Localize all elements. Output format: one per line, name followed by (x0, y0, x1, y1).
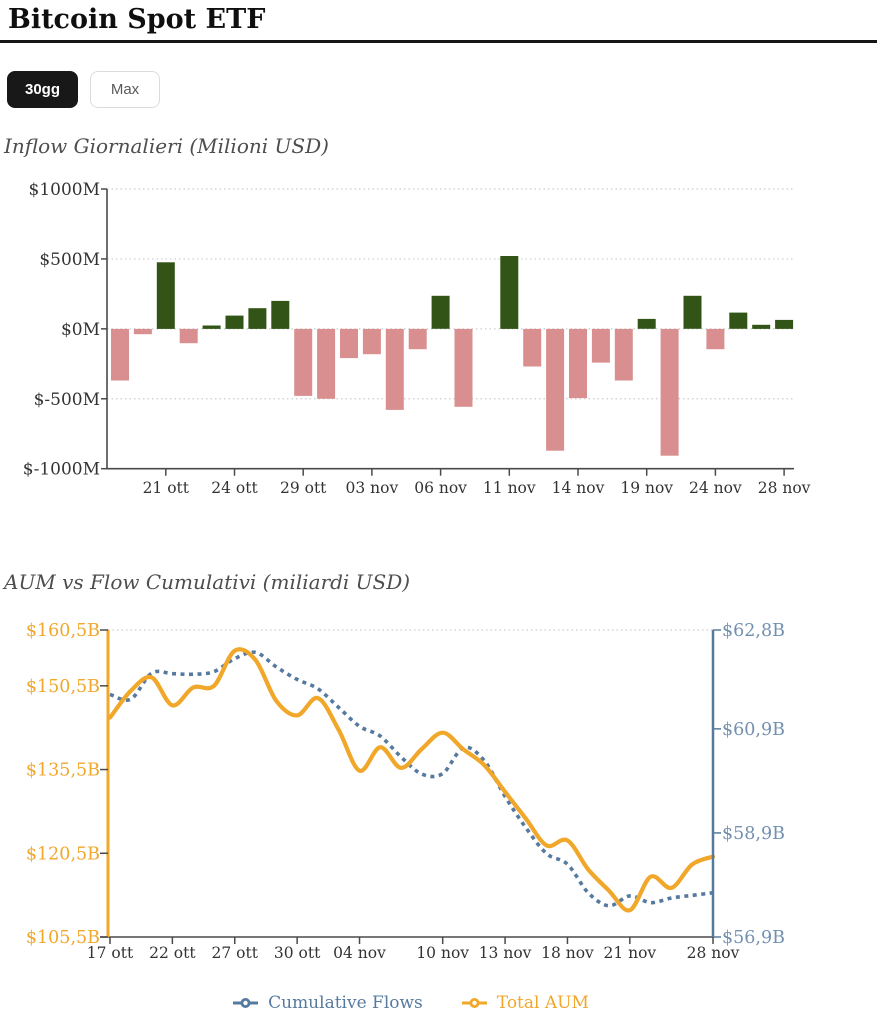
aum-flow-chart-title: AUM vs Flow Cumulativi (miliardi USD) (4, 570, 411, 594)
inflow-bar (408, 328, 427, 350)
inflow-bar (454, 328, 473, 407)
inflow-bar (248, 308, 267, 329)
inflow-bar (752, 324, 771, 329)
left-tick-label: $120,5B (26, 844, 100, 864)
inflow-bar (546, 328, 565, 451)
inflow-bar (294, 328, 313, 396)
right-tick-label: $62,8B (722, 621, 785, 641)
title-divider (0, 40, 877, 43)
inflow-bar (660, 328, 679, 456)
x-tick-label: 24 ott (211, 479, 258, 497)
inflow-bar (133, 328, 152, 335)
inflow-bar (156, 262, 175, 329)
inflow-bar (523, 328, 542, 367)
x-tick-label: 10 nov (416, 944, 469, 962)
x-tick-label: 17 ott (87, 944, 134, 962)
x-tick-label: 30 ott (274, 944, 321, 962)
right-tick-label: $60,9B (722, 720, 785, 740)
y-tick-label: $0M (61, 320, 100, 340)
inflow-bar (591, 328, 610, 363)
cumulative-flows-line (109, 650, 714, 908)
x-tick-label: 28 nov (758, 479, 811, 497)
inflow-bar (271, 300, 290, 329)
x-tick-label: 14 nov (552, 479, 605, 497)
inflow-bar (385, 328, 404, 410)
x-tick-label: 13 nov (479, 944, 532, 962)
x-tick-label: 21 ott (143, 479, 190, 497)
right-tick-label: $56,9B (722, 928, 785, 948)
inflow-bar (637, 318, 656, 329)
legend-label-total-aum: Total AUM (496, 993, 589, 1013)
page-title: Bitcoin Spot ETF (8, 4, 266, 35)
total-aum-marker-icon (461, 998, 487, 1008)
x-tick-label: 11 nov (483, 479, 536, 497)
inflow-bar (706, 328, 725, 350)
legend-label-cumulative-flows: Cumulative Flows (268, 993, 423, 1013)
inflow-bar (683, 295, 702, 329)
left-tick-label: $160,5B (26, 621, 100, 641)
left-tick-label: $135,5B (26, 761, 100, 781)
right-tick-label: $58,9B (722, 824, 785, 844)
inflow-bar (111, 328, 129, 381)
left-tick-label: $150,5B (26, 677, 100, 697)
x-tick-label: 04 nov (333, 944, 386, 962)
left-tick-label: $105,5B (26, 928, 100, 948)
inflow-bars (111, 256, 794, 456)
x-tick-label: 06 nov (414, 479, 467, 497)
x-tick-label: 18 nov (541, 944, 594, 962)
inflow-bar (569, 328, 587, 399)
y-tick-label: $-500M (34, 390, 100, 410)
x-tick-label: 24 nov (689, 479, 742, 497)
chart-legend: Cumulative Flows Total AUM (108, 993, 713, 1013)
x-tick-label: 29 ott (280, 479, 327, 497)
inflow-bar (202, 325, 221, 329)
inflow-bar (179, 328, 198, 344)
y-tick-label: $500M (39, 250, 100, 270)
legend-item-total-aum: Total AUM (461, 993, 589, 1013)
range-button-max[interactable]: Max (90, 71, 160, 108)
inflow-bar (225, 315, 244, 329)
x-tick-label: 28 nov (687, 944, 740, 962)
daily-inflow-chart-title: Inflow Giornalieri (Milioni USD) (4, 134, 329, 158)
x-tick-label: 19 nov (620, 479, 673, 497)
range-button-30gg[interactable]: 30gg (7, 71, 78, 108)
inflow-bar (362, 328, 381, 355)
total-aum-line (107, 647, 716, 913)
aum-flow-chart: $160,5B $150,5B $135,5B $120,5B $105,5B $62,8… (26, 621, 785, 962)
x-tick-label: 03 nov (346, 479, 399, 497)
inflow-bar (614, 328, 633, 381)
inflow-bar (500, 256, 519, 329)
daily-inflow-chart: $1000M $500M $0M $-500M $-1000M 21 ott 24 ott 2… (23, 180, 811, 497)
x-tick-label: 21 nov (603, 944, 656, 962)
y-tick-label: $1000M (29, 180, 101, 200)
cumulative-flows-marker-icon (233, 998, 259, 1008)
x-tick-label: 27 ott (212, 944, 259, 962)
inflow-bar (729, 312, 748, 329)
legend-item-cumulative-flows: Cumulative Flows (232, 993, 423, 1013)
inflow-bar (317, 328, 336, 399)
y-tick-label: $-1000M (23, 460, 100, 480)
inflow-bar (775, 319, 794, 329)
inflow-bar (431, 295, 450, 329)
inflow-bar (340, 328, 358, 359)
x-tick-label: 22 ott (149, 944, 196, 962)
